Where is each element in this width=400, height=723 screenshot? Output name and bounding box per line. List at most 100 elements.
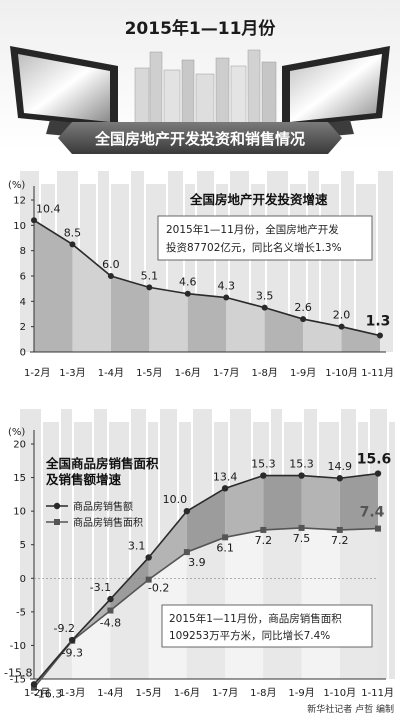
- investment-chart-title: 全国房地产开发投资增速: [189, 192, 328, 207]
- x-axis-label: 1-10月: [325, 367, 358, 379]
- area-segment: [187, 293, 227, 352]
- y-axis: -15 -10 -5 0 5 10 15 20: [10, 430, 386, 686]
- sales-amount-value-label: 3.1: [128, 539, 146, 552]
- legend-marker-sales-area: [54, 519, 60, 525]
- sales-value-labels: -15.8 -9.2 -3.1 3.1 10.0 13.4 15.3 15.3 14.9 15.6…: [4, 452, 391, 701]
- sales-lower-segment: [339, 528, 378, 679]
- skyline-building: [98, 171, 109, 352]
- x-axis-label: 1-4月: [97, 687, 123, 699]
- sales-amount-value-label: -15.8: [4, 666, 32, 679]
- legend-marker-sales-amount: [53, 502, 61, 510]
- building: [181, 59, 195, 129]
- y-axis: 0 2 4 6 8 10 12: [13, 186, 386, 359]
- investment-value-labels: 10.48.5 6.0 5.1 4.6 4.3 3.5 2.6 2.0 1.3: [36, 202, 390, 329]
- building: [215, 57, 230, 129]
- sales-area-line: [33, 527, 379, 689]
- title-banner: [58, 122, 342, 154]
- y-tick-label: 10: [13, 507, 26, 518]
- building: [163, 69, 181, 129]
- sales-amount-value-label: 15.3: [251, 458, 276, 471]
- header: 2015年1—11月份 全国房地产开发投资和销售情况: [0, 0, 400, 154]
- area-segment: [149, 287, 188, 352]
- y-tick-label: 2: [20, 322, 26, 333]
- sales-amount-point: [145, 554, 152, 561]
- sales-amount-value-label: -3.1: [90, 581, 111, 594]
- investment-annotation-box: [157, 215, 373, 261]
- sales-annotation-line: 2015年1—11月份，商品房销售面积: [169, 612, 342, 625]
- x-axis-label: 1-2月: [24, 687, 50, 699]
- y-tick-label: -15: [10, 675, 26, 686]
- x-axis-label: 1-5月: [136, 367, 162, 379]
- investment-point: [261, 304, 268, 311]
- investment-points: [31, 217, 383, 339]
- sales-area-value-label: 3.9: [188, 556, 206, 569]
- investment-point: [377, 332, 383, 339]
- x-axis-label: 1-8月: [251, 367, 277, 379]
- x-axis-label: 1-4月: [98, 367, 124, 379]
- sales-area-value-label: 6.1: [216, 541, 234, 554]
- investment-value-label: 6.0: [102, 258, 120, 271]
- skyline-building: [389, 422, 395, 679]
- sales-area-point: [222, 534, 229, 541]
- sales-lower-segment: [301, 527, 340, 679]
- investment-value-label: 1.3: [366, 314, 391, 330]
- x-axis-labels: 1-2月 1-3月 1-4月 1-5月 1-6月 1-7月 1-8月 1-9月 1-10月 1-1…: [24, 687, 394, 699]
- sales-area-value-label: 7.2: [331, 534, 349, 547]
- sales-area-value-label: -16.3: [34, 688, 62, 701]
- y-tick-label: 15: [13, 473, 26, 484]
- sales-lower-segment: [110, 579, 149, 679]
- y-tick-label: 10: [13, 221, 26, 232]
- area-segment: [110, 276, 150, 352]
- investment-value-label: 10.4: [36, 202, 61, 215]
- y-tick-label: 0: [20, 574, 26, 585]
- sales-amount-point: [183, 507, 191, 515]
- investment-area: [34, 220, 380, 352]
- x-axis-label: 1-7月: [212, 687, 238, 699]
- area-segment: [34, 220, 73, 352]
- sales-band-segment: [301, 475, 340, 530]
- investment-point: [223, 294, 230, 301]
- sales-amount-point: [260, 472, 267, 479]
- sales-amount-value-label: 15.3: [289, 458, 314, 471]
- sales-area-point: [298, 524, 305, 531]
- sales-area-value-label: -0.2: [148, 582, 169, 595]
- area-segment: [226, 297, 265, 352]
- x-axis-label: 1-3月: [59, 367, 85, 379]
- sales-area-value-label: -9.3: [61, 647, 82, 660]
- sales-amount-point: [374, 470, 382, 477]
- sales-lower-segment: [72, 610, 111, 679]
- x-axis-label: 1-7月: [213, 367, 239, 379]
- x-axis-label: 1-8月: [250, 687, 276, 699]
- sales-band-segment: [263, 475, 302, 530]
- x-axis-label: 1-11月: [361, 367, 394, 379]
- sales-amount-value-label: 15.6: [357, 452, 392, 468]
- sales-points: [30, 470, 382, 691]
- investment-value-label: 2.6: [294, 301, 312, 314]
- sales-band-segment: [225, 475, 264, 538]
- investment-point: [338, 323, 345, 330]
- x-axis-label: 1-10月: [323, 687, 356, 699]
- sales-growth-chart: -15 -10 -5 0 5 10 15 20 -15.8 -9.2 -3.1 3.1 10.0 13.…: [4, 409, 395, 701]
- sales-series-lines: [33, 472, 379, 689]
- investment-annotation-line: 2015年1—11月份，全国房地产开发: [166, 223, 339, 236]
- y-tick-label: 0: [20, 348, 26, 359]
- main-title: 全国房地产开发投资和销售情况: [94, 130, 305, 148]
- building: [247, 49, 261, 129]
- y-tick-label: 20: [13, 440, 26, 451]
- investment-point: [107, 273, 114, 279]
- area-segment: [72, 244, 111, 352]
- legend-label-sales-amount: 商品房销售额: [73, 500, 133, 513]
- investment-point: [300, 316, 307, 323]
- period-title: 2015年1—11月份: [125, 18, 277, 39]
- investment-line: [33, 219, 381, 337]
- investment-series-line: [33, 219, 381, 337]
- sales-area-value-label: 7.5: [293, 532, 311, 545]
- sales-chart-title: 全国商品房销售面积: [45, 456, 159, 471]
- y-tick-label: -5: [16, 607, 26, 618]
- credit-line: 新华社记者 卢哲 编制: [307, 703, 394, 715]
- investment-value-label: 2.0: [333, 309, 351, 322]
- sales-chart-title: 及销售额增速: [46, 472, 122, 487]
- investment-point: [69, 241, 76, 248]
